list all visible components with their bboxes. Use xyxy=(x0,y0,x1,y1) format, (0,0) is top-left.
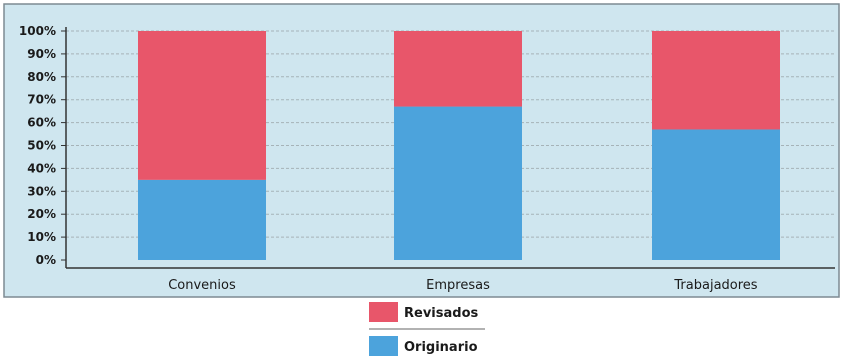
x-tick-label: Convenios xyxy=(168,278,236,293)
y-tick-label: 10% xyxy=(27,230,56,244)
legend-label-originario: Originario xyxy=(404,340,478,355)
y-tick-label: 50% xyxy=(27,139,56,153)
y-tick-label: 60% xyxy=(27,116,56,130)
y-tick-label: 100% xyxy=(19,24,56,38)
bar-revisados-trabajadores xyxy=(652,31,780,130)
y-tick-label: 30% xyxy=(27,184,56,198)
bar-originario-convenios xyxy=(138,179,266,260)
y-tick-label: 20% xyxy=(27,207,56,221)
y-tick-label: 80% xyxy=(27,70,56,84)
x-tick-label: Empresas xyxy=(426,278,490,293)
x-tick-label: Trabajadores xyxy=(673,278,757,293)
axes xyxy=(65,27,835,269)
bar-revisados-convenios xyxy=(138,31,266,180)
bar-originario-empresas xyxy=(394,106,522,260)
legend-swatch-originario xyxy=(369,336,398,356)
y-tick-label: 40% xyxy=(27,161,56,175)
y-tick-label: 70% xyxy=(27,93,56,107)
legend-label-revisados: Revisados xyxy=(404,306,479,321)
y-axis-ticks: 0% 10% 20% 30% 40% 50% 60% 70% 80% 90% 100% xyxy=(19,24,66,267)
bar-originario-trabajadores xyxy=(652,129,780,260)
y-tick-label: 90% xyxy=(27,47,56,61)
bar-revisados-empresas xyxy=(394,31,522,107)
x-axis-labels: Convenios Empresas Trabajadores xyxy=(168,278,758,293)
legend-swatch-revisados xyxy=(369,302,398,322)
legend: Revisados Originario xyxy=(369,302,485,356)
y-tick-label: 0% xyxy=(36,253,56,267)
bars xyxy=(138,31,780,260)
